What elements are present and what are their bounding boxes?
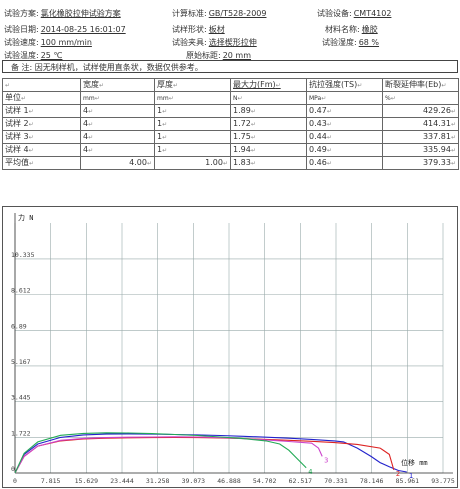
speed-field: 试验速度: 100 mm/min: [4, 38, 92, 47]
report-header: 试验方案: 氯化橡胶拉伸试验方案 计算标准: GB/T528-2009 试验设备: C…: [0, 0, 460, 70]
x-tick-label: 0: [13, 477, 17, 485]
header-cell: 最大力(Fm)↵: [230, 78, 307, 92]
humidity-value: 68 %: [358, 38, 380, 47]
y-tick-label: 3.445: [11, 394, 31, 402]
x-tick-label: 93.775: [431, 477, 455, 485]
header-cell: ↵: [2, 78, 81, 92]
table-units-row: 单位↵ mm↵ mm↵ N↵ MPa↵ %↵: [2, 91, 459, 105]
x-tick-label: 46.888: [217, 477, 241, 485]
x-tick-label: 39.073: [182, 477, 206, 485]
unit-cell: N↵: [230, 91, 307, 105]
series-label-4: 4: [308, 468, 312, 476]
x-tick-label: 54.702: [253, 477, 277, 485]
temperature-value: 25 ℃: [40, 51, 63, 60]
table-header-row: ↵ 宽度↵ 厚度↵ 最大力(Fm)↵ 抗拉强度(TS)↵ 断裂延伸率(Eb)↵: [2, 78, 459, 92]
material-field: 材料名称: 橡胶: [325, 25, 378, 34]
x-tick-label: 23.444: [110, 477, 134, 485]
x-tick-label: 62.517: [289, 477, 313, 485]
force-displacement-chart: 0 7.815 15.629 23.444 31.258 39.073 46.888 54.7…: [2, 206, 458, 488]
y-tick-label: 1.722: [11, 429, 31, 437]
unit-cell: mm↵: [80, 91, 155, 105]
x-tick-label: 15.629: [75, 477, 99, 485]
y-axis-label: 力 N: [18, 213, 33, 222]
temperature-field: 试验温度: 25 ℃: [4, 51, 63, 60]
header-cell: 厚度↵: [154, 78, 231, 92]
header-cell: 抗拉强度(TS)↵: [306, 78, 383, 92]
fixture-field: 试验夹具: 选择楔形拉伸: [172, 38, 257, 47]
scheme-value: 氯化橡胶拉伸试验方案: [40, 9, 121, 18]
unit-cell: %↵: [382, 91, 459, 105]
table-row: 试样 2↵ 4↵ 1↵ 1.72↵ 0.43↵ 414.31↵: [2, 117, 459, 131]
x-axis-label: 位移 mm: [401, 458, 428, 467]
device-value: CMT4102: [353, 9, 392, 18]
series-line-2: [14, 436, 395, 474]
standard-value: GB/T528-2009: [208, 9, 267, 18]
humidity-field: 试验湿度: 68 %: [322, 38, 380, 47]
series-line-3: [14, 436, 323, 474]
table-average-row: 平均值↵ 4.00↵ 1.00↵ 1.83↵ 0.46↵ 379.33↵: [2, 156, 459, 170]
shape-field: 试样形状: 板材: [172, 25, 225, 34]
gauge-field: 原始标距: 20 mm: [186, 51, 252, 60]
note-label: 备 注:: [11, 63, 33, 72]
y-tick-label: 10.335: [11, 251, 35, 259]
series-label-1: 1: [409, 472, 413, 480]
results-table: ↵ 宽度↵ 厚度↵ 最大力(Fm)↵ 抗拉强度(TS)↵ 断裂延伸率(Eb)↵ …: [2, 78, 459, 170]
x-tick-label: 78.146: [360, 477, 384, 485]
y-tick-label: 0: [11, 465, 15, 473]
y-tick-label: 5.167: [11, 358, 31, 366]
date-value: 2014-08-25 16:01:07: [40, 25, 126, 34]
shape-value: 板材: [208, 25, 225, 34]
x-tick-label: 7.815: [41, 477, 61, 485]
scheme-field: 试验方案: 氯化橡胶拉伸试验方案: [4, 9, 121, 18]
table-row: 试样 1↵ 4↵ 1↵ 1.89↵ 0.47↵ 429.26↵: [2, 104, 459, 118]
x-tick-label: 70.331: [324, 477, 348, 485]
unit-cell: mm↵: [154, 91, 231, 105]
header-cell: 断裂延伸率(Eb)↵: [382, 78, 459, 92]
unit-cell: MPa↵: [306, 91, 383, 105]
material-value: 橡胶: [361, 25, 378, 34]
y-tick-label: 8.612: [11, 287, 31, 295]
header-cell: 宽度↵: [80, 78, 155, 92]
table-row: 试样 4↵ 4↵ 1↵ 1.94↵ 0.49↵ 335.94↵: [2, 143, 459, 157]
table-row: 试样 3↵ 4↵ 1↵ 1.75↵ 0.44↵ 337.81↵: [2, 130, 459, 144]
speed-value: 100 mm/min: [40, 38, 92, 47]
series-label-3: 3: [324, 456, 328, 464]
note-box: 备 注: 因无制样机，试样使用直条状，数据仅供参考。: [2, 60, 458, 73]
series-line-1: [14, 433, 407, 474]
note-text: 因无制样机，试样使用直条状，数据仅供参考。: [34, 63, 203, 72]
series-label-2: 2: [396, 470, 400, 478]
standard-field: 计算标准: GB/T528-2009: [172, 9, 267, 18]
y-tick-label: 6.89: [11, 322, 27, 330]
series-line-4: [14, 432, 307, 474]
device-field: 试验设备: CMT4102: [317, 9, 392, 18]
x-tick-label: 85.961: [396, 477, 420, 485]
unit-cell: 单位↵: [2, 91, 81, 105]
fixture-value: 选择楔形拉伸: [208, 38, 257, 47]
gauge-value: 20 mm: [222, 51, 252, 60]
date-field: 试验日期: 2014-08-25 16:01:07: [4, 25, 126, 34]
x-tick-label: 31.258: [146, 477, 170, 485]
chart-svg: 0 7.815 15.629 23.444 31.258 39.073 46.888 54.7…: [11, 213, 455, 485]
